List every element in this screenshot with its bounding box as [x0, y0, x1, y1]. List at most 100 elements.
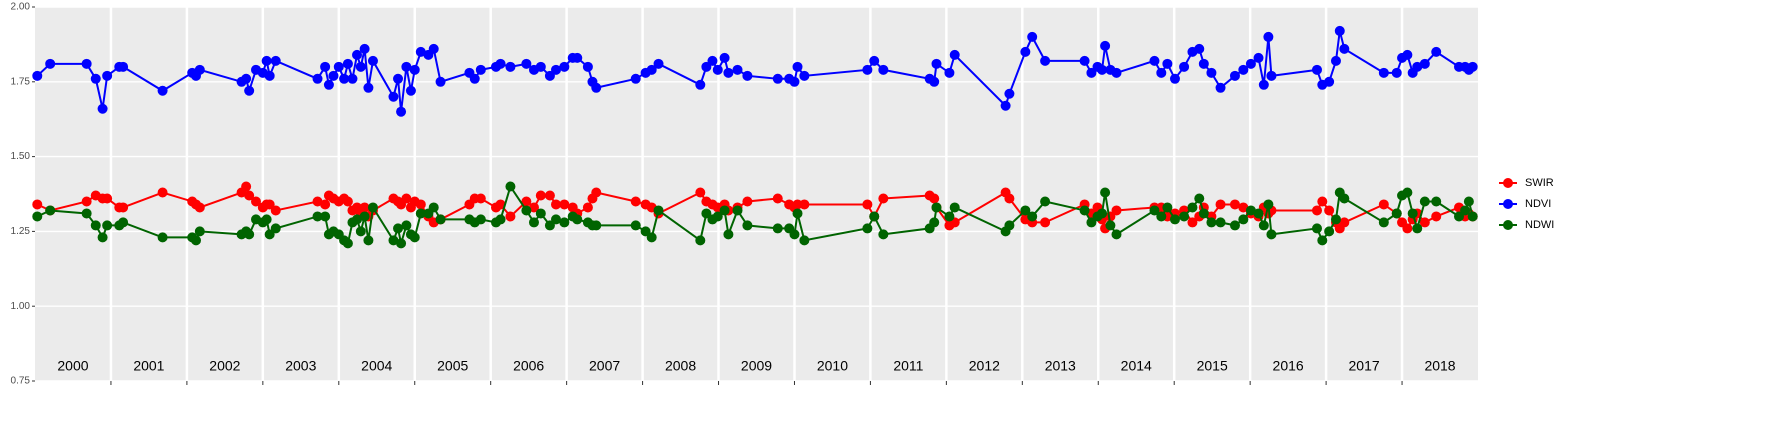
point	[435, 214, 446, 225]
point	[799, 199, 810, 210]
point	[572, 214, 583, 225]
point	[396, 106, 407, 117]
point	[559, 61, 570, 72]
point	[359, 202, 370, 213]
point	[772, 73, 783, 84]
point	[719, 52, 730, 63]
point	[1206, 67, 1217, 78]
point	[244, 229, 255, 240]
point	[1100, 187, 1111, 198]
point	[1258, 220, 1269, 231]
point	[102, 220, 113, 231]
point	[1378, 67, 1389, 78]
point	[591, 82, 602, 93]
point	[352, 214, 363, 225]
point	[475, 193, 486, 204]
point	[559, 199, 570, 210]
point	[772, 223, 783, 234]
point	[742, 220, 753, 231]
point	[244, 85, 255, 96]
point	[90, 73, 101, 84]
point	[521, 196, 532, 207]
point	[572, 52, 583, 63]
point	[45, 58, 56, 69]
point	[732, 64, 743, 75]
year-label: 2003	[285, 358, 316, 374]
point	[630, 73, 641, 84]
y-tick-label: 2.00	[11, 2, 31, 13]
point	[475, 214, 486, 225]
point	[333, 61, 344, 72]
point	[1179, 61, 1190, 72]
point	[1206, 217, 1217, 228]
point	[1187, 202, 1198, 213]
point	[191, 235, 202, 246]
point	[1245, 205, 1256, 216]
point	[792, 199, 803, 210]
point	[261, 214, 272, 225]
point	[32, 211, 43, 222]
point	[944, 67, 955, 78]
point	[742, 70, 753, 81]
point	[931, 58, 942, 69]
point	[929, 217, 940, 228]
point	[251, 196, 262, 207]
legend-label: SWIR	[1525, 177, 1554, 189]
point	[732, 205, 743, 216]
point	[1105, 220, 1116, 231]
point	[359, 211, 370, 222]
year-label: 2011	[893, 358, 923, 374]
point	[1431, 46, 1442, 57]
point	[495, 199, 506, 210]
point	[550, 64, 561, 75]
point	[81, 196, 92, 207]
y-tick-label: 1.75	[11, 76, 31, 87]
point	[1111, 205, 1122, 216]
point	[792, 61, 803, 72]
year-label: 2014	[1121, 358, 1152, 374]
point	[1467, 61, 1478, 72]
point	[352, 49, 363, 60]
point	[789, 76, 800, 87]
point	[409, 232, 420, 243]
point	[435, 76, 446, 87]
point	[1215, 82, 1226, 93]
point	[355, 226, 366, 237]
point	[1407, 208, 1418, 219]
point	[931, 202, 942, 213]
point	[367, 55, 378, 66]
point	[1324, 76, 1335, 87]
point	[535, 190, 546, 201]
legend-label: NDWI	[1525, 219, 1554, 231]
point	[528, 202, 539, 213]
point	[789, 229, 800, 240]
point	[1229, 70, 1240, 81]
point	[388, 91, 399, 102]
point	[521, 205, 532, 216]
panel	[35, 7, 1478, 381]
point	[401, 193, 412, 204]
legend-label: NDVI	[1525, 198, 1551, 210]
point	[1156, 67, 1167, 78]
point	[1000, 100, 1011, 111]
point	[1238, 214, 1249, 225]
point	[1020, 46, 1031, 57]
point	[1253, 208, 1264, 219]
point	[1079, 205, 1090, 216]
point	[415, 208, 426, 219]
point	[695, 187, 706, 198]
point	[544, 190, 555, 201]
point	[320, 61, 331, 72]
point	[342, 238, 353, 249]
point	[118, 202, 129, 213]
point	[393, 73, 404, 84]
point	[1467, 211, 1478, 222]
point	[695, 235, 706, 246]
year-label: 2007	[589, 358, 620, 374]
point	[312, 211, 323, 222]
point	[1004, 220, 1015, 231]
point	[359, 43, 370, 54]
legend-point	[1503, 178, 1513, 188]
point	[328, 70, 339, 81]
point	[1253, 52, 1264, 63]
